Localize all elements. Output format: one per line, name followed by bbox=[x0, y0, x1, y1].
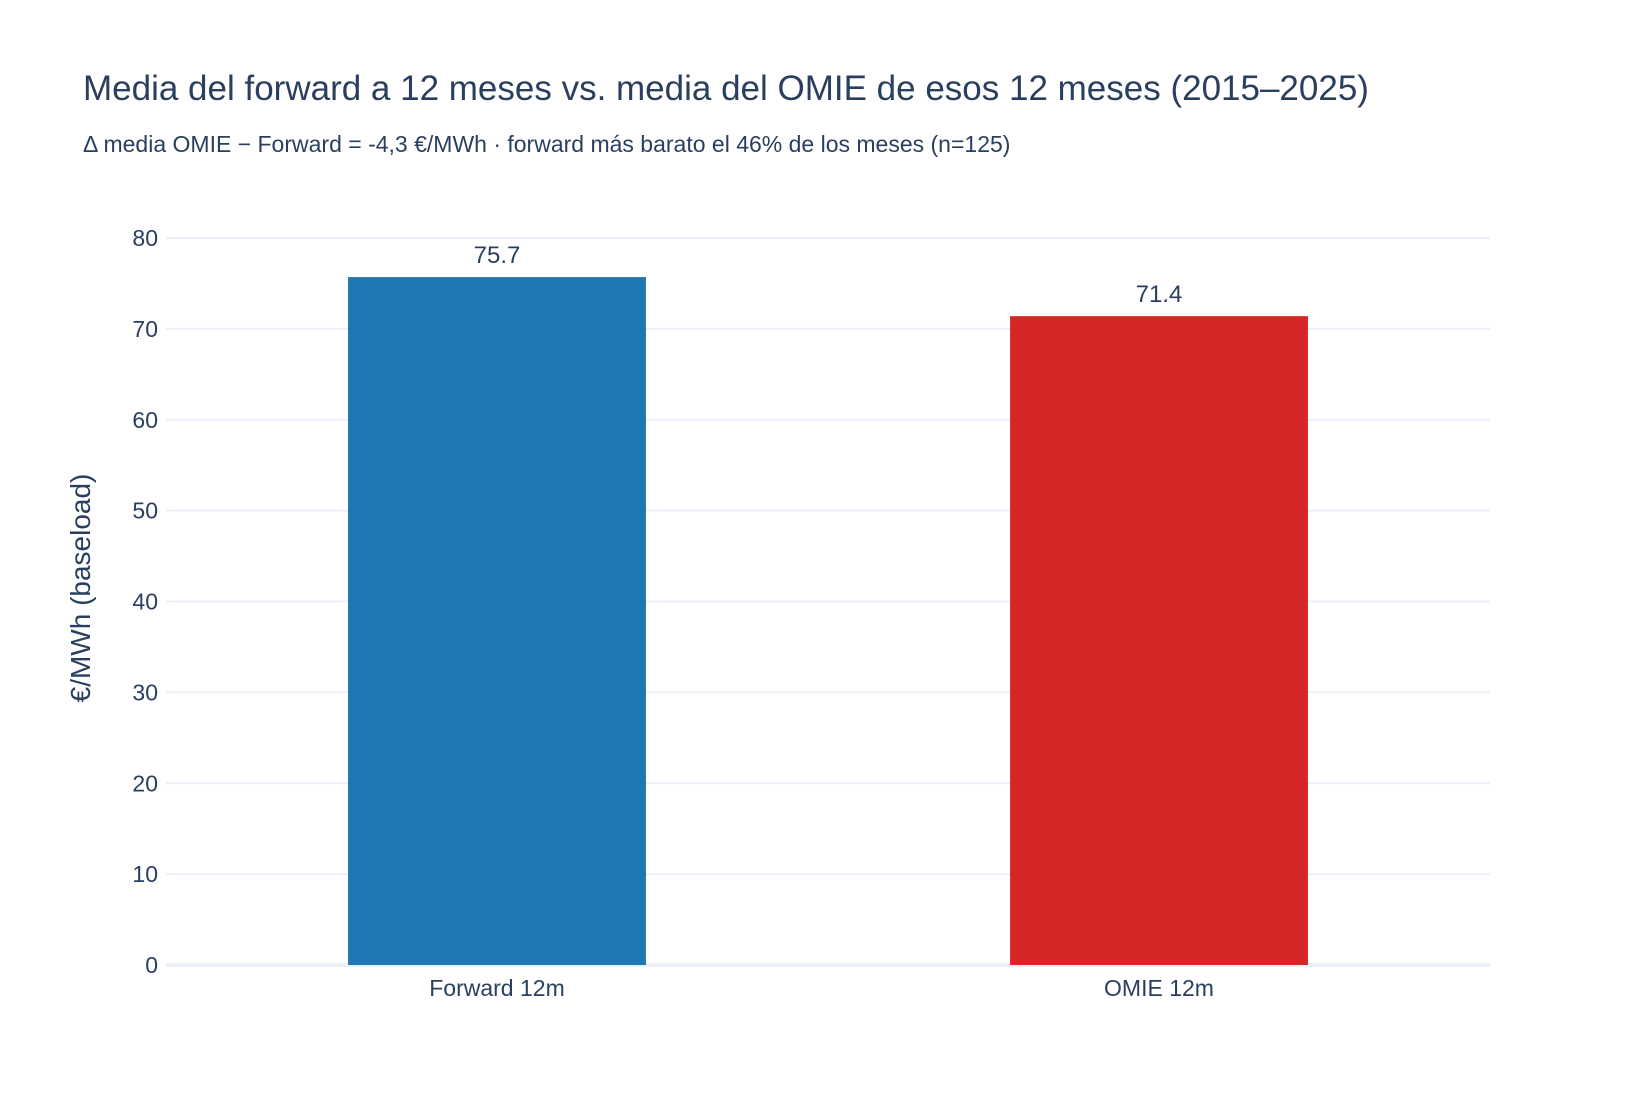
x-tick-label: OMIE 12m bbox=[1104, 975, 1214, 1001]
data-labels: 75.7 71.4 bbox=[474, 242, 1183, 308]
y-axis-title: €/MWh (baseload) bbox=[65, 474, 96, 703]
y-tick-label: 50 bbox=[132, 498, 158, 524]
y-tick-label: 70 bbox=[132, 316, 158, 342]
y-tick-label: 20 bbox=[132, 770, 158, 796]
chart-subtitle: Δ media OMIE − Forward = -4,3 €/MWh · fo… bbox=[83, 131, 1010, 157]
y-tick-label: 60 bbox=[132, 407, 158, 433]
bar-omie-12m bbox=[1010, 316, 1308, 966]
y-axis-ticks: 0 10 20 30 40 50 60 70 80 bbox=[132, 225, 158, 978]
y-tick-label: 10 bbox=[132, 861, 158, 887]
y-tick-label: 80 bbox=[132, 225, 158, 251]
bar-forward-12m bbox=[348, 277, 646, 965]
chart-title: Media del forward a 12 meses vs. media d… bbox=[83, 69, 1369, 108]
x-tick-label: Forward 12m bbox=[429, 975, 564, 1001]
y-tick-label: 30 bbox=[132, 679, 158, 705]
y-tick-label: 40 bbox=[132, 589, 158, 615]
data-label: 75.7 bbox=[474, 242, 521, 269]
x-axis-ticks: Forward 12m OMIE 12m bbox=[429, 975, 1214, 1001]
bars bbox=[348, 277, 1308, 966]
y-tick-label: 0 bbox=[145, 952, 158, 978]
data-label: 71.4 bbox=[1136, 281, 1183, 308]
